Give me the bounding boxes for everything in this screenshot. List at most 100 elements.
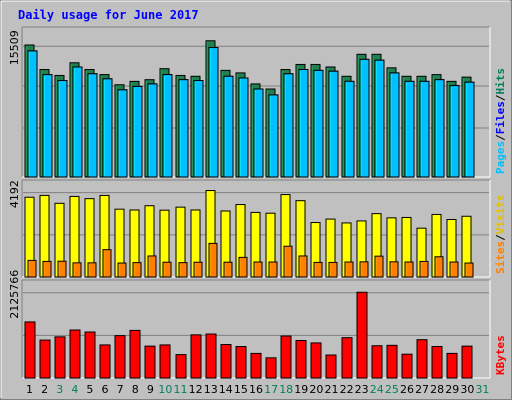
bar-kbytes (295, 339, 307, 379)
panels-layer: 15509Pages/Files/Hits4192Sites/Visits212… (8, 26, 507, 379)
bar-pages (117, 89, 128, 178)
legend: Sites/Visits (494, 195, 507, 275)
bar-pages (42, 74, 53, 178)
bar-pages (132, 85, 143, 178)
x-tick-label: 2 (41, 383, 48, 396)
bar-sites (283, 245, 293, 278)
legend-separator: / (494, 234, 507, 241)
bar-sites (132, 262, 142, 278)
x-tick-label: 5 (86, 383, 93, 396)
bar-pages (344, 80, 355, 178)
bar-pages (253, 88, 264, 178)
bar-kbytes (175, 354, 187, 379)
bar-sites (238, 256, 248, 278)
bar-sites (42, 260, 52, 278)
x-tick-label: 20 (309, 383, 323, 396)
bar-kbytes (129, 329, 141, 379)
bar-pages (404, 80, 415, 178)
x-tick-label: 26 (400, 383, 414, 396)
bar-pages (223, 75, 234, 178)
x-tick-label: 14 (219, 383, 233, 396)
x-tick-label: 12 (189, 383, 203, 396)
bar-pages (328, 70, 339, 178)
bar-kbytes (159, 344, 171, 379)
bar-sites (102, 249, 112, 278)
bar-sites (72, 262, 82, 278)
bar-sites (27, 259, 37, 278)
legend-item-hits: Hits (494, 68, 507, 95)
bar-kbytes (39, 339, 51, 379)
bar-kbytes (205, 333, 217, 379)
bar-kbytes (265, 357, 277, 379)
bar-sites (253, 261, 263, 278)
bar-kbytes (220, 344, 232, 379)
bar-kbytes (280, 335, 292, 379)
legend-item-sites: Sites (494, 241, 507, 274)
bar-pages (464, 81, 475, 178)
legend: KBytes (494, 335, 507, 375)
bar-pages (147, 83, 158, 178)
x-tick-label: 30 (460, 383, 474, 396)
bar-pages (178, 79, 189, 178)
x-tick-label: 4 (71, 383, 78, 396)
bar-kbytes (54, 336, 66, 379)
x-tick-label: 27 (415, 383, 429, 396)
x-tick-label: 15 (234, 383, 248, 396)
legend-item-files: Files (494, 101, 507, 134)
bar-kbytes (190, 334, 202, 379)
legend-separator: / (494, 134, 507, 141)
x-tick-label: 7 (117, 383, 124, 396)
bar-pages (419, 80, 430, 178)
x-tick-label: 19 (294, 383, 308, 396)
bar-kbytes (325, 354, 337, 379)
bar-pages (434, 79, 445, 178)
bar-pages (374, 59, 385, 178)
bar-kbytes (69, 329, 81, 379)
bar-pages (208, 47, 219, 178)
bar-pages (313, 69, 324, 178)
x-tick-label: 13 (204, 383, 218, 396)
bar-kbytes (24, 321, 36, 379)
y-max-label: 4192 (8, 180, 21, 208)
bar-kbytes (114, 335, 126, 379)
x-tick-label: 24 (370, 383, 384, 396)
x-tick-label: 22 (340, 383, 354, 396)
legend-item-kbytes: KBytes (494, 335, 507, 375)
bar-kbytes (310, 342, 322, 379)
bar-pages (27, 50, 38, 178)
panel-visits-sites: 4192 Sites/Visits (8, 179, 507, 278)
bar-kbytes (446, 352, 458, 379)
bar-pages (449, 85, 460, 178)
bar-sites (328, 261, 338, 278)
bar-kbytes (461, 345, 473, 379)
bar-sites (208, 242, 218, 278)
bar-sites (298, 255, 308, 278)
bar-sites (178, 262, 188, 278)
x-tick-label: 21 (324, 383, 338, 396)
bar-kbytes (144, 345, 156, 379)
x-tick-label: 23 (355, 383, 369, 396)
bar-sites (223, 261, 233, 278)
bar-kbytes (341, 337, 353, 379)
bar-kbytes (401, 353, 413, 379)
bar-kbytes (250, 352, 262, 379)
bar-sites (117, 262, 127, 278)
bar-pages (102, 78, 113, 178)
bar-sites (464, 262, 474, 278)
legend-separator: / (494, 94, 507, 101)
x-tick-label: 9 (147, 383, 154, 396)
y-max-label: 2125766 (8, 270, 21, 319)
bar-sites (389, 261, 399, 278)
bar-pages (359, 58, 370, 178)
bar-sites (449, 261, 459, 278)
y-max-label: 15509 (8, 30, 21, 65)
x-tick-label: 8 (132, 383, 139, 396)
x-tick-label: 28 (430, 383, 444, 396)
x-tick-label: 17 (264, 383, 278, 396)
legend-item-pages: Pages (494, 141, 507, 174)
bar-sites (147, 255, 157, 278)
bar-kbytes (416, 339, 428, 379)
bar-pages (283, 73, 294, 178)
